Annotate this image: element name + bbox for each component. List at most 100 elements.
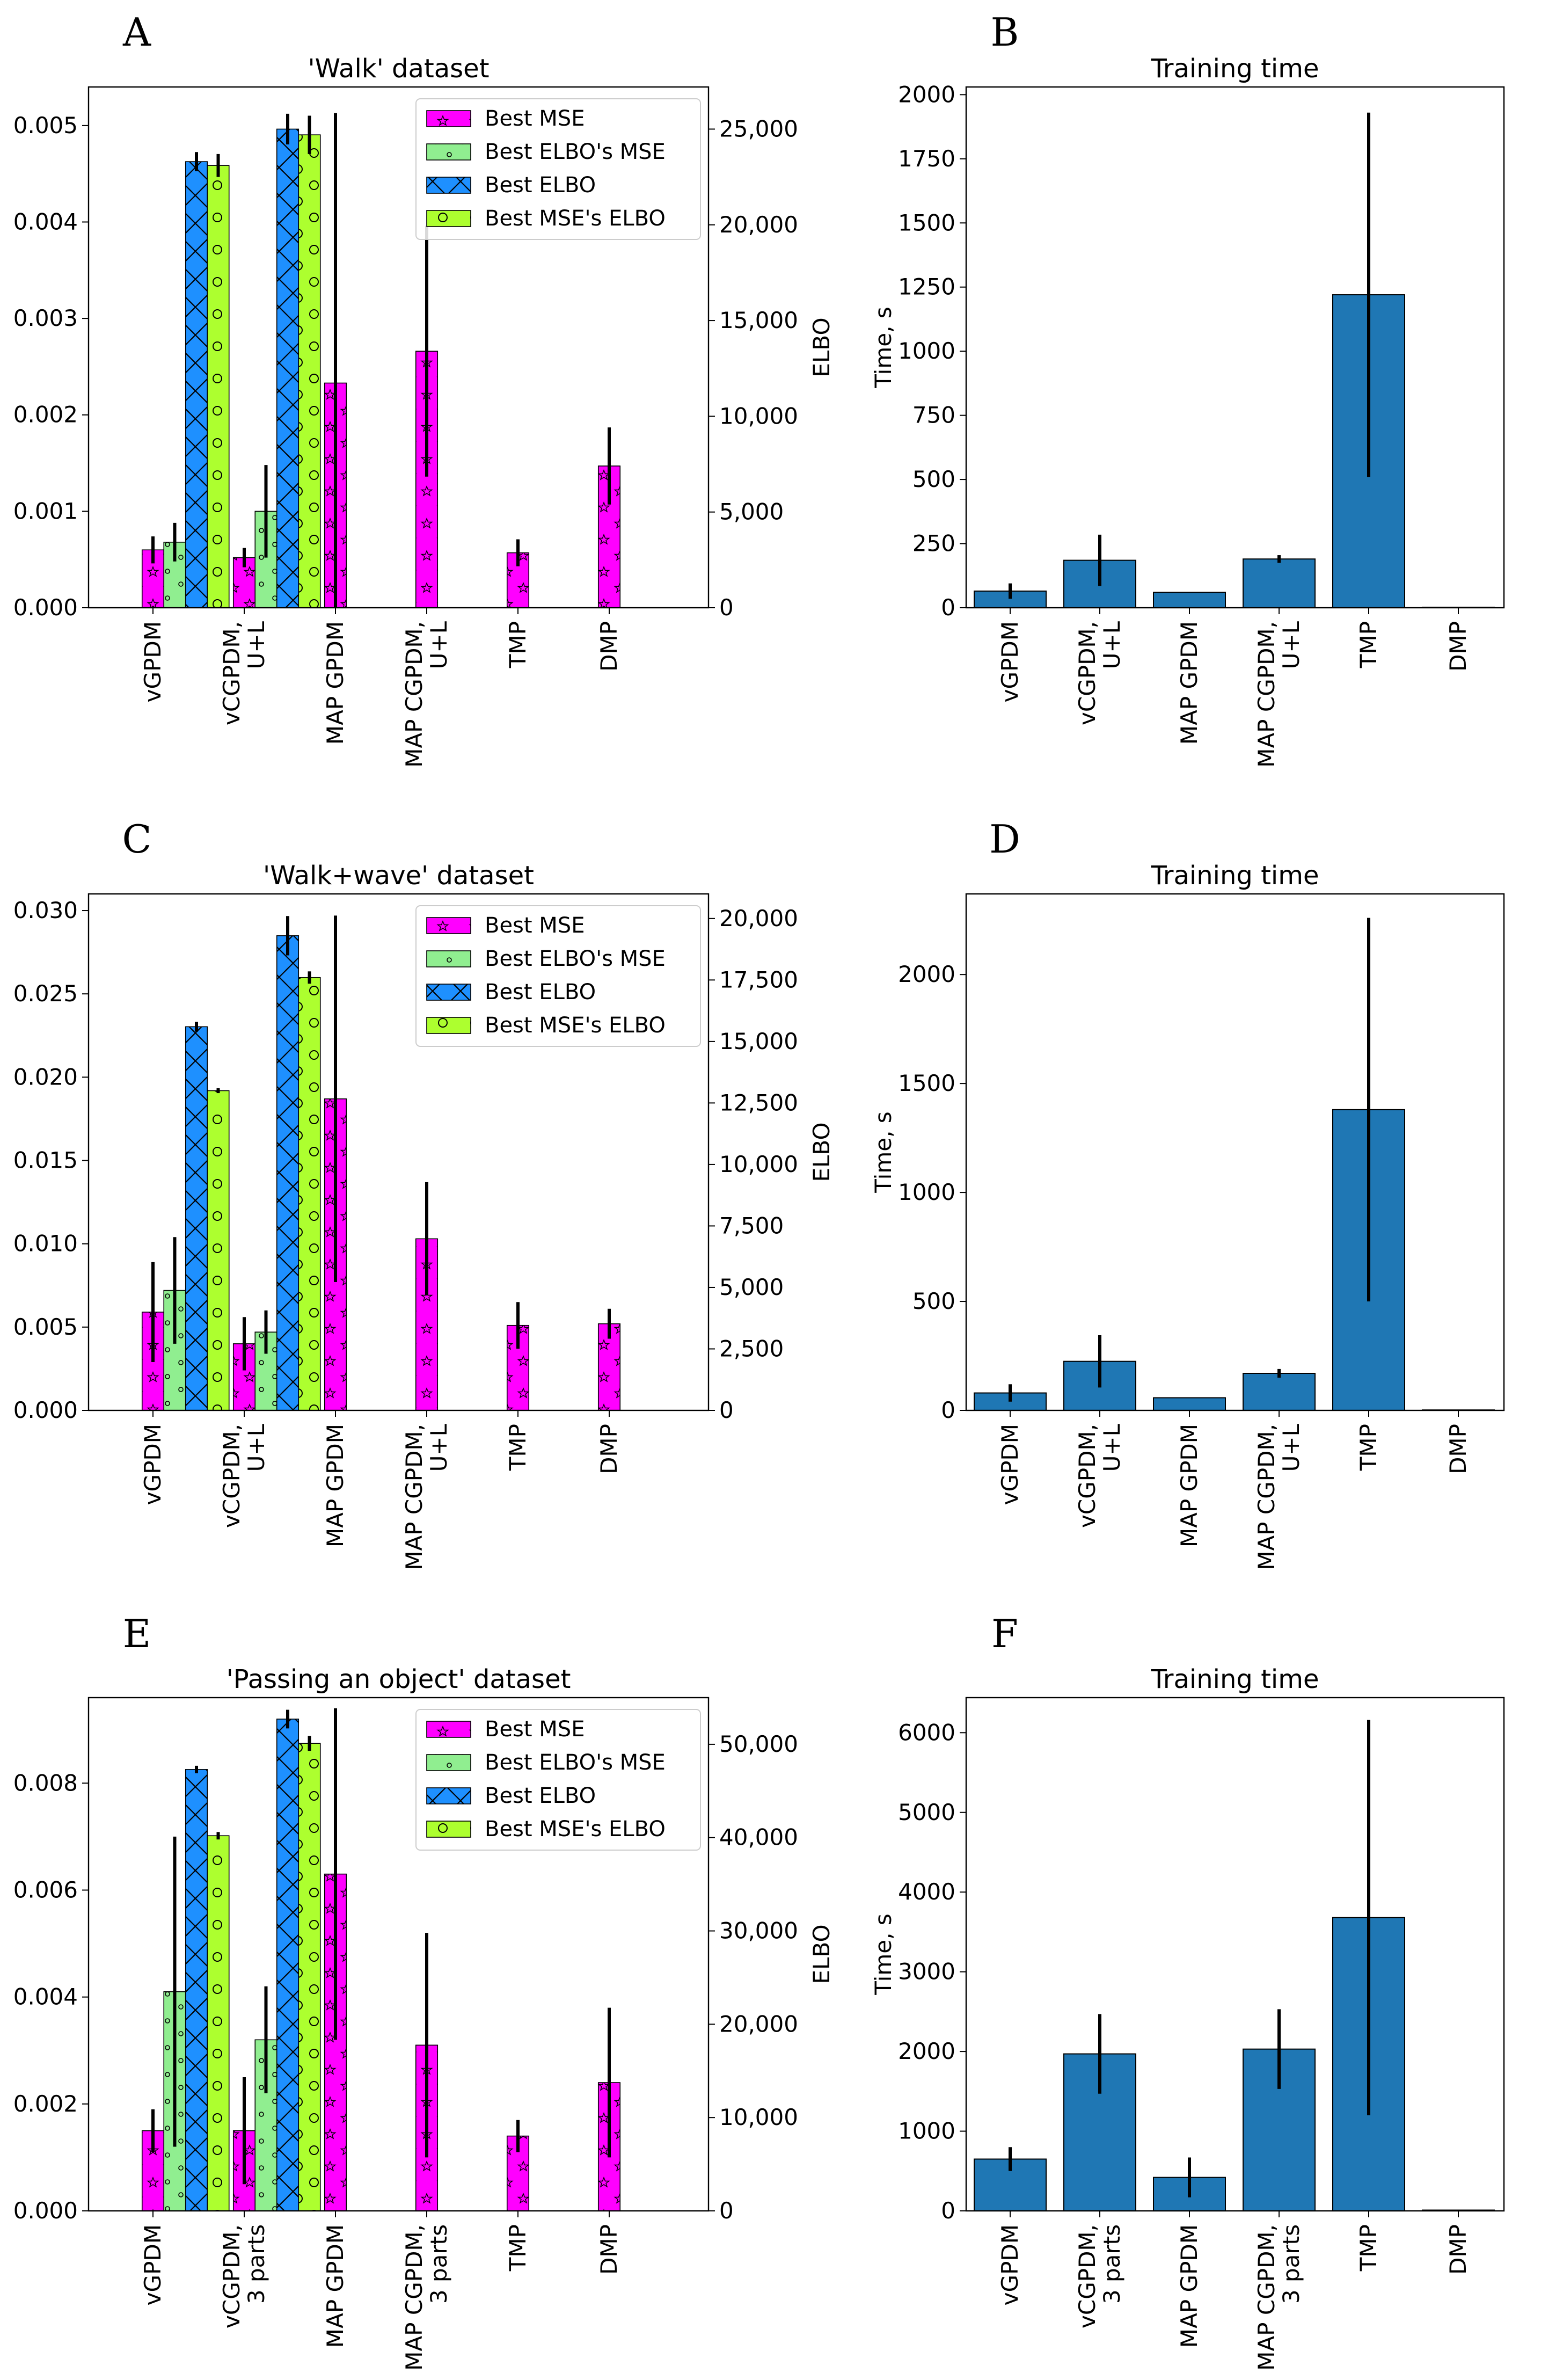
x-tick-label-line: U+L: [426, 621, 452, 669]
x-tick-label: TMP: [505, 2224, 531, 2272]
chart-title: 'Walk' dataset: [308, 54, 489, 84]
x-tick-label-line: vCGPDM,: [1074, 621, 1100, 725]
x-tick-label: vCGPDM,3 parts: [218, 2224, 269, 2328]
x-tick-label-line: TMP: [1355, 621, 1382, 668]
x-tick-label-line: MAP GPDM: [322, 2224, 348, 2348]
y-tick-label: 750: [912, 402, 955, 428]
legend-label: Best MSE: [485, 913, 585, 938]
y-tick-label: 2000: [898, 81, 955, 107]
legend-box: [415, 98, 701, 240]
bar-best-mse-s-elbo: [207, 1090, 230, 1411]
legend-label: Best MSE's ELBO: [485, 206, 666, 231]
y-tick-label: 0.002: [13, 402, 78, 428]
y2-tick-label: 20,000: [719, 212, 798, 238]
x-tick-label-line: DMP: [596, 621, 622, 672]
x-tick-label-line: vCGPDM,: [218, 1424, 245, 1528]
legend-swatch: [426, 1821, 471, 1838]
x-tick-label-line: MAP GPDM: [1176, 2224, 1202, 2348]
y-tick-label: 0: [941, 2197, 955, 2224]
plot-frame: [87, 893, 710, 1411]
chart-title: Training time: [1150, 54, 1319, 84]
legend-box: [415, 905, 701, 1047]
x-tick-label-line: vGPDM: [140, 621, 166, 702]
legend-label: Best ELBO: [485, 173, 596, 198]
y-tick-label: 250: [912, 530, 955, 557]
x-tick-label-line: 3 parts: [1099, 2224, 1125, 2304]
x-tick-label: MAP CGPDM,U+L: [1253, 1423, 1304, 1570]
x-tick-label: MAP CGPDM,3 parts: [1253, 2224, 1304, 2371]
x-tick-label-line: vCGPDM,: [218, 2224, 245, 2328]
time-bar: [1153, 1397, 1226, 1411]
x-tick-label-line: 3 parts: [426, 2224, 452, 2304]
x-tick-label-line: MAP CGPDM,: [401, 621, 427, 768]
legend-swatch: [426, 950, 471, 967]
bar-best-elbo: [185, 1769, 208, 2211]
x-tick-label: TMP: [1355, 1424, 1382, 1471]
y2-tick-label: 5,000: [719, 1274, 784, 1300]
x-tick-label-line: DMP: [1445, 1424, 1471, 1474]
x-tick-label-line: vCGPDM,: [1074, 1424, 1100, 1528]
x-tick-label-line: MAP CGPDM,: [401, 2224, 427, 2371]
x-tick-label: MAP CGPDM,3 parts: [401, 2224, 452, 2371]
y2-axis-label: ELBO: [808, 1122, 835, 1182]
legend-swatch: [426, 1787, 471, 1804]
chart-title: Training time: [1150, 1664, 1319, 1694]
y-tick-label: 5000: [898, 1799, 955, 1825]
legend-swatch: [426, 1721, 471, 1738]
x-tick-label: vGPDM: [140, 1424, 166, 1505]
x-tick-label-line: TMP: [505, 621, 531, 668]
y-tick-label: 0.002: [13, 2091, 78, 2117]
panel-letter: D: [989, 817, 1020, 862]
y-tick-label: 1250: [898, 274, 955, 300]
x-tick-label: vCGPDM,U+L: [1074, 621, 1125, 725]
panel-letter: B: [991, 10, 1019, 55]
legend-label: Best ELBO's MSE: [485, 1750, 666, 1775]
x-tick-label: TMP: [1355, 621, 1382, 668]
x-tick-label: vCGPDM,U+L: [218, 621, 269, 725]
x-tick-label: vGPDM: [997, 2224, 1023, 2305]
y2-tick-label: 20,000: [719, 2011, 798, 2037]
y-tick-label: 0.000: [13, 594, 78, 621]
y-tick-label: 1500: [898, 1070, 955, 1096]
plot-frame: [87, 86, 710, 609]
x-tick-label: MAP GPDM: [1176, 621, 1202, 745]
y-tick-label: 0: [941, 594, 955, 621]
y2-tick-label: 40,000: [719, 1824, 798, 1851]
x-tick-label: vCGPDM,U+L: [1074, 1423, 1125, 1528]
x-tick-label-line: U+L: [1099, 621, 1125, 669]
x-tick-label: MAP GPDM: [322, 1424, 348, 1547]
y-tick-label: 2000: [898, 961, 955, 987]
y-tick-label: 0.004: [13, 208, 78, 235]
x-tick-label-line: U+L: [1278, 621, 1304, 669]
x-tick-label-line: MAP GPDM: [1176, 1424, 1202, 1547]
x-tick-label: DMP: [596, 1424, 622, 1474]
chart-panel-A: A 'Walk' dataset 0.000 0.001 0.002 0.003 0.004…: [13, 10, 835, 621]
x-tick-label: TMP: [505, 1424, 531, 1471]
y-tick-label: 0: [941, 1397, 955, 1423]
y-tick-label: 0.005: [13, 112, 78, 139]
y-tick-label: 3000: [898, 1959, 955, 1985]
y-tick-label: 4000: [898, 1879, 955, 1905]
y2-tick-label: 0: [719, 594, 734, 621]
legend-swatch: [426, 143, 471, 161]
legend-swatch: [426, 1754, 471, 1771]
legend-swatch: [426, 177, 471, 194]
x-tick-label: MAP GPDM: [1176, 1424, 1202, 1547]
legend-swatch: [426, 1017, 471, 1034]
x-tick-label: TMP: [505, 621, 531, 668]
y2-tick-label: 20,000: [719, 905, 798, 931]
time-bar: [1153, 592, 1226, 609]
x-tick-label: MAP GPDM: [1176, 2224, 1202, 2348]
x-tick-label-line: MAP GPDM: [322, 621, 348, 745]
x-tick-label-line: MAP GPDM: [322, 1424, 348, 1547]
x-tick-label: MAP CGPDM,U+L: [401, 1423, 452, 1570]
y2-tick-label: 15,000: [719, 307, 798, 333]
y2-tick-label: 30,000: [719, 1918, 798, 1944]
bar-best-elbo: [276, 128, 300, 608]
plot-frame: [965, 893, 1505, 1411]
chart-panel-B: B Training time 0 250 500 750 1000 1250 1500 1750…: [870, 10, 1495, 621]
plot-frame: [965, 86, 1505, 609]
x-tick-label-line: DMP: [596, 1424, 622, 1474]
y2-tick-label: 10,000: [719, 2104, 798, 2130]
